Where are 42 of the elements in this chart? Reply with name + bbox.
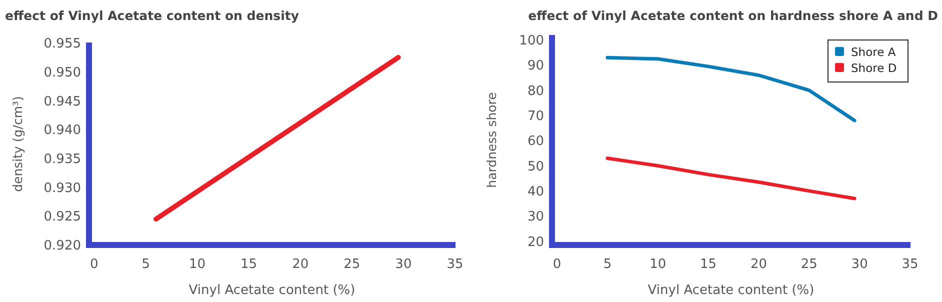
y-tick-label: 60 xyxy=(527,134,544,150)
x-tick-label: 15 xyxy=(700,257,717,272)
y-tick-label: 0.945 xyxy=(44,94,81,110)
y-tick-label: 50 xyxy=(527,159,544,174)
line-series xyxy=(606,156,856,200)
y-tick-label: 0.920 xyxy=(44,238,81,254)
y-tick-label: 80 xyxy=(527,84,544,99)
x-tick-label: 10 xyxy=(188,257,206,272)
x-tick-label: 10 xyxy=(650,257,666,272)
x-tick-label: 5 xyxy=(142,257,150,272)
x-tick-label: 5 xyxy=(603,257,612,272)
x-tick-label: 20 xyxy=(750,257,768,272)
legend-label: Shore A xyxy=(851,45,896,60)
x-tick-label: 30 xyxy=(395,257,412,272)
y-axis-title: density (g/cm³) xyxy=(10,96,25,192)
y-tick-label: 20 xyxy=(527,234,544,250)
x-axis-title: Vinyl Acetate content (%) xyxy=(648,283,814,298)
legend-label: Shore D xyxy=(851,61,897,76)
chart-title: effect of Vinyl Acetate content on density xyxy=(5,8,299,23)
y-tick-label: 40 xyxy=(527,184,544,200)
x-tick-label: 0 xyxy=(552,257,562,272)
x-axis-title: Vinyl Acetate content (%) xyxy=(188,283,356,298)
y-tick-label: 70 xyxy=(527,109,544,124)
x-tick-label: 35 xyxy=(902,257,918,272)
x-tick-label: 35 xyxy=(446,257,464,272)
y-tick-label: 90 xyxy=(527,58,544,74)
x-tick-label: 0 xyxy=(90,257,98,272)
y-tick-label: 30 xyxy=(527,210,544,225)
y-tick-label: 0.925 xyxy=(44,210,81,225)
chart-title: effect of Vinyl Acetate content on hardness shore A and D xyxy=(528,8,938,23)
y-tick-label: 100 xyxy=(519,34,544,49)
y-tick-label: 0.940 xyxy=(44,123,81,138)
x-tick-label: 20 xyxy=(292,257,309,272)
y-tick-label: 0.950 xyxy=(44,65,81,80)
y-tick-label: 0.935 xyxy=(44,152,81,167)
x-tick-label: 25 xyxy=(344,257,360,272)
y-tick-label: 0.955 xyxy=(44,36,81,52)
x-tick-label: 25 xyxy=(800,257,818,272)
y-axis-title: hardness shore xyxy=(484,92,499,188)
y-tick-label: 0.930 xyxy=(44,180,81,196)
x-tick-label: 15 xyxy=(240,257,258,272)
x-tick-label: 30 xyxy=(851,257,868,272)
